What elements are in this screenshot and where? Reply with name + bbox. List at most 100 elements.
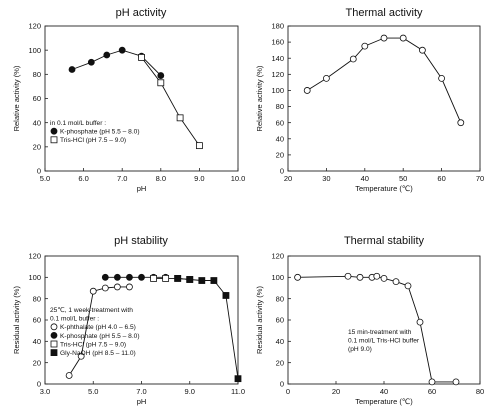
y-tick-label: 60	[276, 118, 284, 127]
x-axis-label: Temperature (℃)	[355, 397, 413, 406]
chart-title: Thermal activity	[345, 7, 423, 19]
series-line-2	[141, 57, 200, 146]
x-tick-label: 9.0	[194, 174, 204, 183]
series-line-1	[306, 37, 462, 123]
x-tick-label: 30	[322, 174, 330, 183]
data-point-s1	[452, 378, 460, 386]
y-tick-label: 120	[271, 70, 284, 79]
data-point-s4	[234, 375, 242, 383]
y-axis-label: Residual activity (%)	[12, 286, 21, 354]
x-tick-label: 6.0	[78, 174, 88, 183]
y-tick-label: 0	[37, 380, 41, 389]
data-point-s1	[349, 55, 357, 63]
data-point-s4	[186, 276, 194, 283]
x-tick-label: 9.0	[185, 387, 195, 396]
data-point-s1	[77, 352, 85, 360]
data-point-s1	[113, 283, 121, 291]
y-tick-label: 120	[271, 252, 284, 261]
x-tick-label: 20	[332, 387, 340, 396]
chart-panel-1: pH activity 5.0 6.0 7.0 8.0 9.0 10.0 0 20 40 60 80 1…	[12, 7, 245, 193]
y-tick-label: 160	[271, 38, 284, 47]
series-line-1	[71, 49, 162, 76]
x-tick-label: 7.0	[117, 174, 127, 183]
legend-entry: K-phosphate (pH 5.5 – 8.0)	[60, 129, 140, 136]
x-tick-label: 40	[380, 387, 388, 396]
legend-entry: Tris-HCl (pH 7.5 – 9.0)	[60, 341, 126, 348]
legend-marker	[50, 127, 58, 135]
y-axis-label: Residual activity (%)	[255, 286, 264, 354]
x-axis-label: Temperature (℃)	[355, 184, 413, 193]
data-point-s1	[103, 51, 111, 59]
data-point-s1	[380, 274, 388, 282]
legend-title-line: 25℃, 1 week-treatment with	[50, 306, 133, 314]
y-tick-label: 120	[28, 22, 41, 31]
x-tick-label: 0	[286, 387, 290, 396]
data-point-s1	[361, 42, 369, 50]
x-tick-label: 11.0	[231, 387, 245, 396]
y-axis-label: Relative activity (%)	[255, 65, 264, 131]
y-tick-label: 80	[33, 294, 41, 303]
annotation-line: 0.1 mol/L Tris-HCl buffer	[348, 338, 420, 345]
data-point-s2	[157, 79, 165, 87]
y-tick-label: 40	[33, 118, 41, 127]
y-tick-label: 80	[33, 70, 41, 79]
y-tick-label: 80	[276, 294, 284, 303]
data-point-s3	[150, 274, 157, 282]
plot-frame	[44, 25, 239, 172]
x-tick-label: 40	[361, 174, 369, 183]
x-tick-label: 8.0	[156, 174, 166, 183]
chart-title: pH stability	[114, 235, 168, 247]
y-tick-label: 120	[28, 252, 41, 261]
legend-entry: Tris-HCl (pH 7.5 – 9.0)	[60, 137, 126, 144]
y-tick-label: 140	[271, 54, 284, 63]
chart-title: Thermal stability	[344, 235, 425, 247]
data-point-s1	[89, 287, 97, 295]
annotation-line: (pH 9.0)	[348, 346, 372, 353]
plot-frame	[287, 25, 481, 172]
y-tick-label: 100	[28, 273, 41, 282]
legend-entry: K-phosphate (pH 5.5 – 8.0)	[60, 333, 140, 340]
data-point-s1	[399, 34, 407, 42]
legend-marker	[50, 349, 58, 357]
chart-panel-3: pH stability 3.0 5.0 7.0 9.0 11.0 0 20 40 60 80 100…	[12, 235, 245, 406]
legend-marker	[50, 136, 58, 144]
legend-title: in 0.1 mol/L buffer :	[50, 120, 106, 127]
y-tick-label: 20	[33, 142, 41, 151]
annotation-line: 15 min-treatment with	[348, 329, 412, 336]
y-tick-label: 20	[33, 358, 41, 367]
y-tick-label: 40	[33, 337, 41, 346]
legend-title: 25℃, 1 week-treatment with 0.1 mol/L buff…	[50, 306, 133, 322]
x-tick-label: 5.0	[40, 174, 50, 183]
y-tick-label: 180	[271, 22, 284, 31]
x-tick-label: 60	[437, 174, 445, 183]
data-point-s1	[356, 273, 364, 281]
y-tick-label: 100	[271, 86, 284, 95]
x-tick-label: 80	[476, 387, 484, 396]
x-tick-label: 20	[284, 174, 292, 183]
chart-panel-4: Thermal stability 0 20 40 60 80 0 20 40 60 80 100 12…	[255, 235, 484, 406]
chart-title: pH activity	[116, 7, 167, 19]
x-tick-label: 50	[399, 174, 407, 183]
x-tick-label: 60	[428, 387, 436, 396]
data-point-s1	[404, 282, 412, 290]
x-tick-label: 3.0	[40, 387, 50, 396]
x-tick-label: 70	[476, 174, 484, 183]
data-point-s2	[176, 114, 184, 122]
x-tick-label: 10.0	[231, 174, 246, 183]
data-point-s3	[162, 274, 170, 282]
data-point-s4	[222, 292, 230, 299]
x-axis-label: pH	[137, 397, 147, 406]
y-tick-label: 60	[33, 316, 41, 325]
y-tick-label: 40	[276, 134, 284, 143]
data-point-s4	[210, 277, 218, 284]
x-tick-label: 5.0	[88, 387, 98, 396]
data-point-s1	[87, 58, 95, 66]
data-point-s2	[138, 273, 145, 281]
legend-title-line: 0.1 mol/L buffer :	[50, 315, 99, 322]
data-point-s2	[126, 273, 133, 281]
data-point-s4	[174, 274, 182, 282]
data-point-s1	[68, 66, 76, 73]
y-axis-label: Relative activity (%)	[12, 65, 21, 131]
